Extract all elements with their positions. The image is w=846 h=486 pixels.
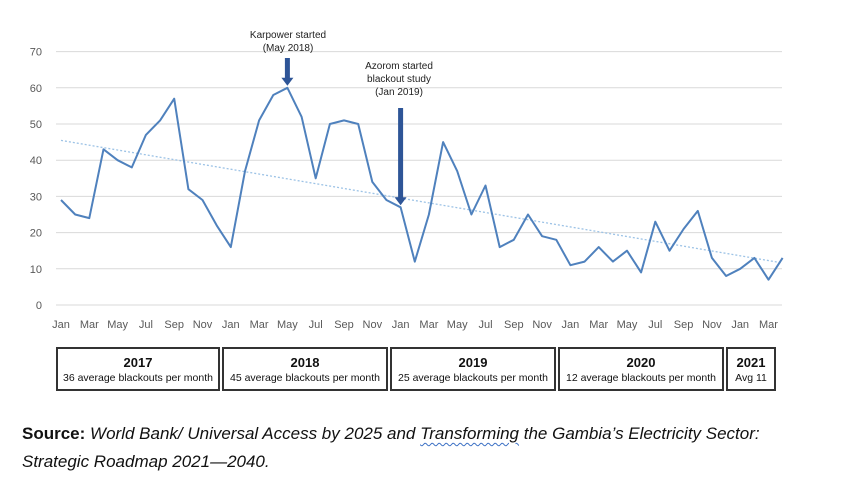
x-tick-label: Sep: [504, 319, 524, 331]
y-tick-label: 40: [30, 155, 42, 167]
x-tick-label: Sep: [674, 319, 694, 331]
x-tick-label: Jan: [731, 319, 749, 331]
year-average: 12 average blackouts per month: [565, 371, 716, 384]
x-tick-label: Jan: [52, 319, 70, 331]
x-tick-label: Nov: [702, 319, 722, 331]
x-tick-label: Jul: [478, 319, 492, 331]
x-tick-label: Mar: [250, 319, 269, 331]
annotation: Karpower started (May 2018): [250, 30, 326, 86]
series-line: [60, 86, 784, 281]
y-tick-label: 60: [30, 83, 42, 95]
year-label: 2021: [736, 354, 766, 370]
annotations: Karpower started (May 2018) Azorom started…: [250, 30, 433, 206]
x-tick-label: Mar: [759, 319, 778, 331]
annotation: Azorom started blackout study (Jan 2019): [365, 61, 433, 206]
y-axis: 0 10 20 30 40 50 60 70: [30, 47, 42, 312]
annotation-text: Azorom started: [365, 61, 433, 72]
x-tick-label: Jan: [562, 319, 580, 331]
x-tick-label: Nov: [532, 319, 552, 331]
year-average: 36 average blackouts per month: [62, 371, 213, 384]
year-average: 25 average blackouts per month: [397, 371, 548, 384]
trendline: [60, 139, 783, 264]
y-tick-label: 20: [30, 228, 42, 240]
year-label: 2017: [123, 354, 153, 370]
year-box-2020: 2020 12 average blackouts per month: [558, 347, 724, 391]
year-box-2017: 2017 36 average blackouts per month: [56, 347, 220, 391]
x-tick-label: May: [277, 319, 298, 331]
source-citation: Source: World Bank/ Universal Access by …: [22, 420, 822, 476]
x-tick-label: Jul: [648, 319, 662, 331]
annotation-arrowhead: [394, 197, 407, 206]
year-label: 2019: [458, 354, 488, 370]
year-box-2021: 2021 Avg 11: [726, 347, 776, 391]
y-tick-label: 50: [30, 119, 42, 131]
y-tick-label: 70: [30, 47, 42, 59]
year-label: 2020: [626, 354, 656, 370]
x-tick-label: Jul: [139, 319, 153, 331]
x-tick-label: May: [447, 319, 468, 331]
x-tick-label: Nov: [193, 319, 213, 331]
blackouts-line-chart: 0 10 20 30 40 50 60 70 Jan Mar May Jul Sep Nov Jan Mar…: [30, 30, 784, 331]
annotation-text: Karpower started: [250, 30, 326, 41]
annotation-arrowhead: [281, 77, 294, 86]
annotation-text: blackout study: [367, 74, 431, 85]
x-axis: Jan Mar May Jul Sep Nov Jan Mar May Jul Sep Nov Jan M…: [52, 319, 778, 331]
source-label: Source:: [22, 424, 86, 443]
x-tick-label: Sep: [164, 319, 184, 331]
y-tick-label: 30: [30, 191, 42, 203]
x-tick-label: Mar: [80, 319, 99, 331]
series-layer: [60, 86, 784, 281]
trendline-line: [60, 139, 783, 264]
year-average: 45 average blackouts per month: [229, 371, 380, 384]
x-tick-label: Nov: [363, 319, 383, 331]
y-tick-label: 10: [30, 264, 42, 276]
year-label: 2018: [290, 354, 320, 370]
annotation-text: (Jan 2019): [375, 87, 423, 98]
source-title-part: the Gambia’s Electricity Sector: Strateg…: [22, 424, 760, 471]
year-summary-row: 2017 36 average blackouts per month 2018…: [56, 347, 778, 391]
y-tick-label: 0: [36, 300, 42, 312]
year-box-2019: 2019 25 average blackouts per month: [390, 347, 556, 391]
source-title: World Bank/ Universal Access by 2025 and…: [22, 424, 760, 471]
year-average: Avg 11: [735, 371, 767, 384]
source-title-part: World Bank/ Universal Access by 2025 and: [90, 424, 421, 443]
source-title-spellcheck-word: Transforming: [420, 424, 520, 443]
x-tick-label: Jan: [222, 319, 240, 331]
x-tick-label: Mar: [419, 319, 438, 331]
x-tick-label: Mar: [589, 319, 608, 331]
x-tick-label: May: [107, 319, 128, 331]
x-tick-label: Sep: [334, 319, 354, 331]
x-tick-label: May: [617, 319, 638, 331]
x-tick-label: Jan: [392, 319, 410, 331]
annotation-text: (May 2018): [263, 43, 314, 54]
x-tick-label: Jul: [309, 319, 323, 331]
year-box-2018: 2018 45 average blackouts per month: [222, 347, 388, 391]
